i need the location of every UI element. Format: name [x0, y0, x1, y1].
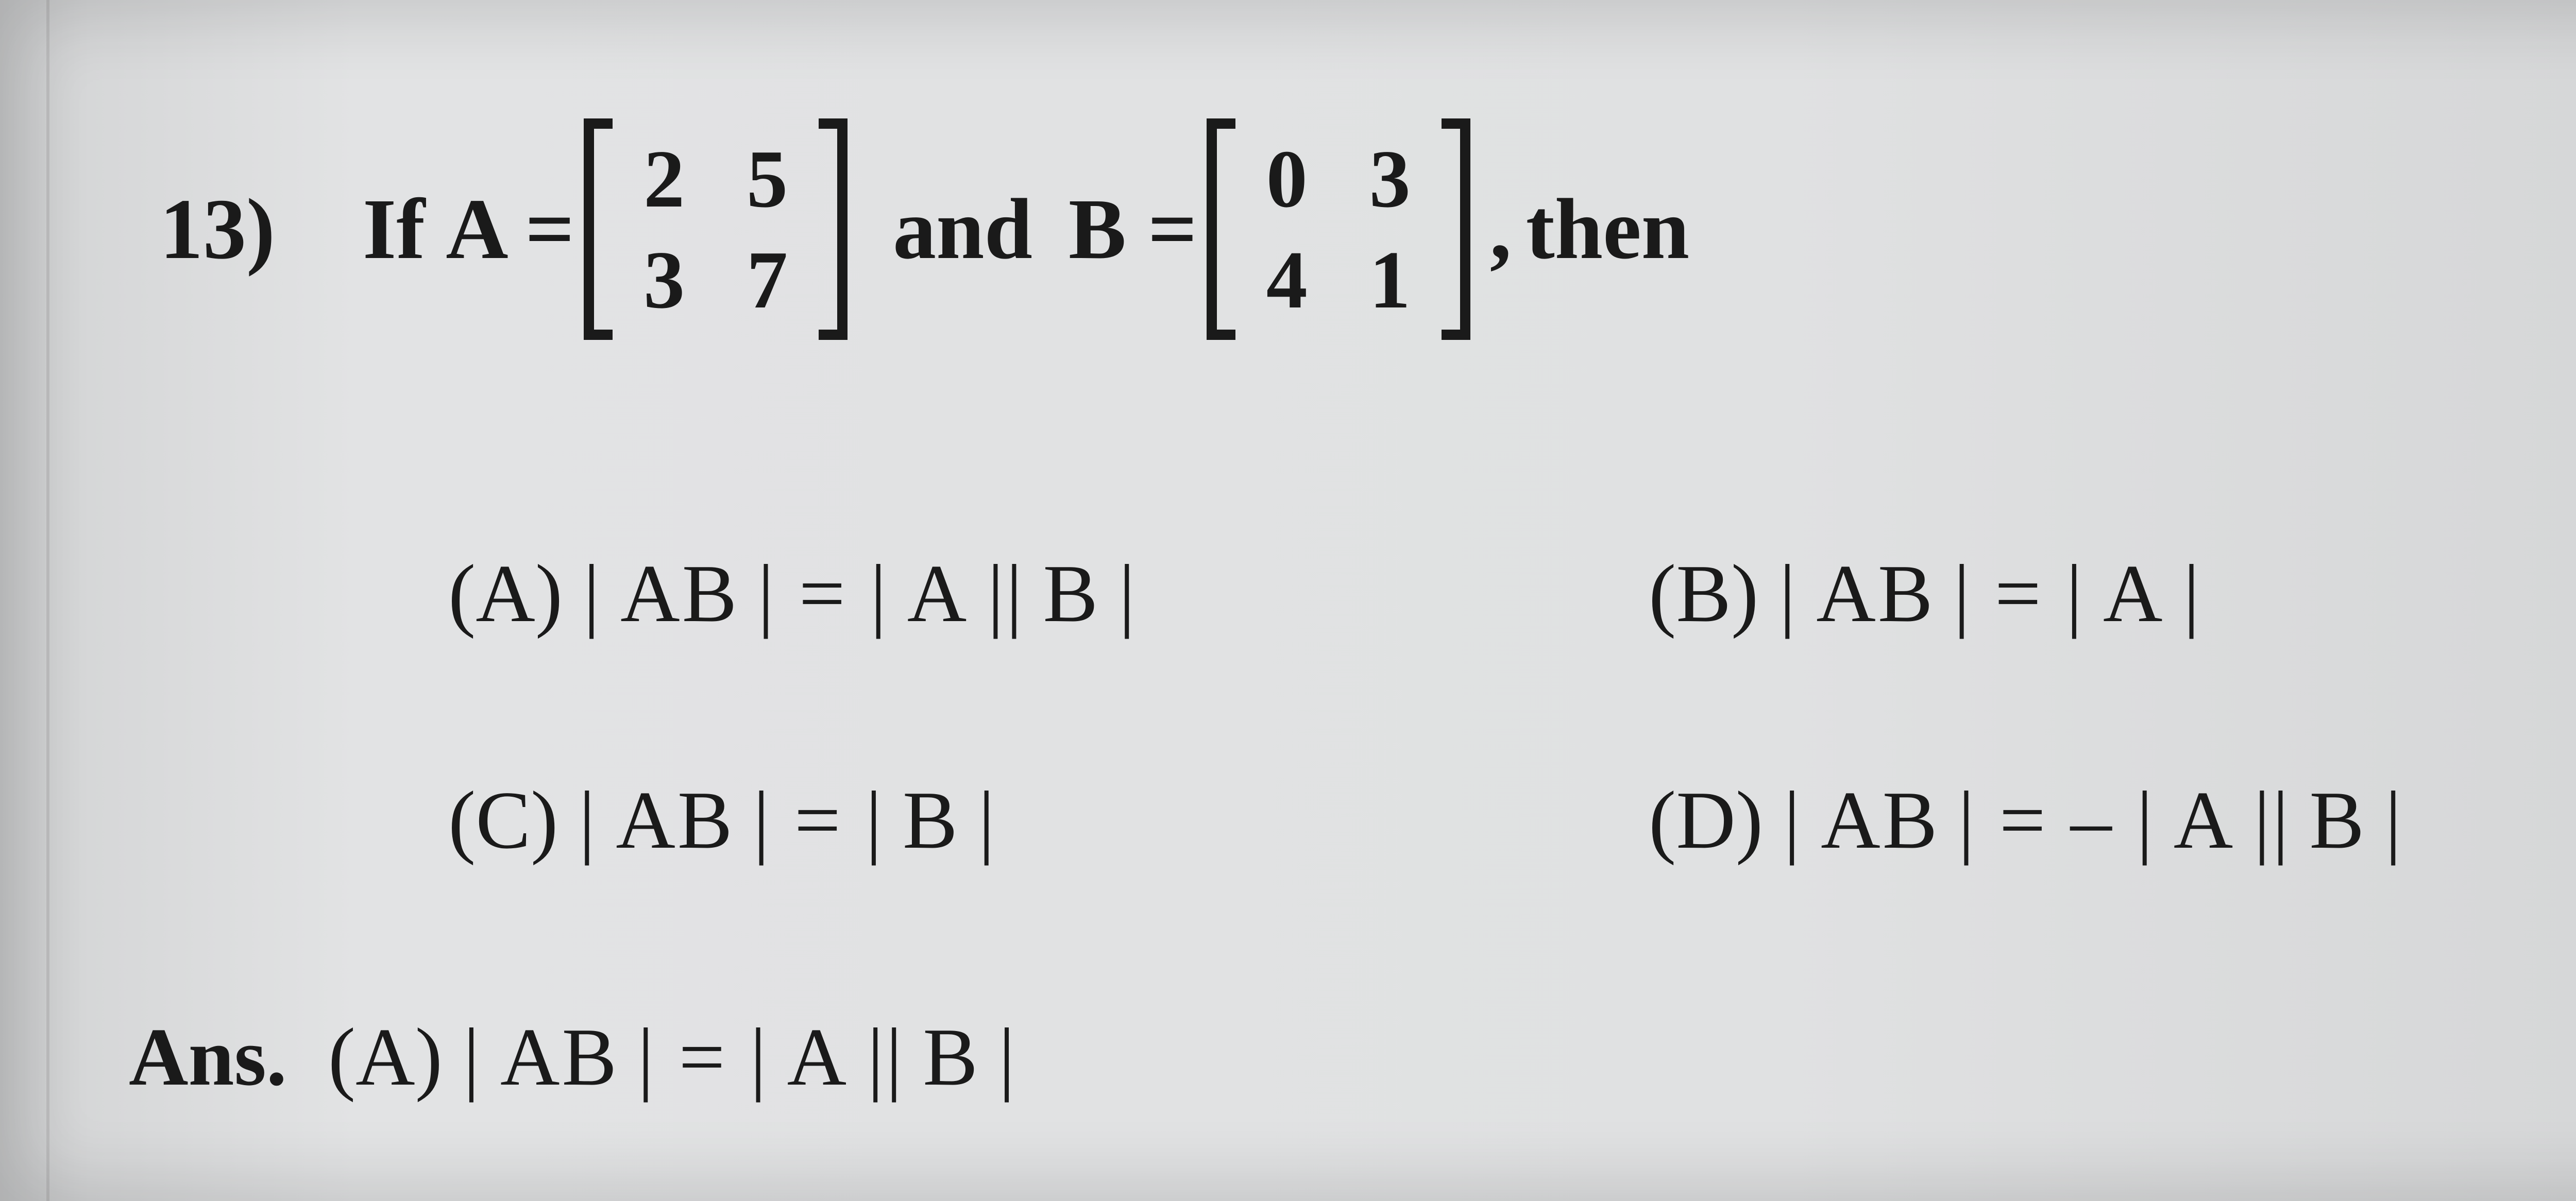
bracket-right-icon [1442, 118, 1470, 340]
matrix-b-grid: 0 3 4 1 [1235, 118, 1442, 340]
bracket-left-icon [1207, 118, 1235, 340]
bracket-left-icon [584, 118, 613, 340]
question-row: 13) If A = 2 5 3 7 and B = 0 3 4 1 [160, 118, 1689, 340]
matrix-cell: 7 [747, 238, 788, 321]
page: { "colors": { "text": "#1a1a1a", "bg_gra… [0, 0, 2576, 1201]
option-expression: | AB | = – | A || B | [1784, 773, 2403, 868]
question-number: 13) [160, 180, 275, 279]
matrix-cell: 0 [1266, 138, 1308, 220]
answer-expression: | AB | = | A || B | [463, 1009, 1017, 1105]
option-b: (B) | AB | = | A | [1649, 546, 2202, 641]
option-label: (B) [1649, 546, 1758, 641]
answer-choice: (A) [328, 1009, 443, 1105]
option-label: (D) [1649, 773, 1763, 868]
matrix-cell: 2 [643, 138, 685, 220]
question-and: and [893, 180, 1032, 279]
matrix-cell: 3 [643, 238, 685, 321]
matrix-cell: 3 [1369, 138, 1411, 220]
bracket-right-icon [819, 118, 848, 340]
option-c: (C) | AB | = | B | [448, 773, 997, 868]
question-trail: then [1526, 180, 1689, 279]
matrix-b-label: B = [1069, 180, 1197, 279]
matrix-a-label: A = [446, 180, 574, 279]
option-label: (C) [448, 773, 558, 868]
option-a: (A) | AB | = | A || B | [448, 546, 1137, 641]
matrix-b: 0 3 4 1 [1207, 118, 1470, 340]
answer-label: Ans. [129, 1009, 287, 1105]
option-label: (A) [448, 546, 563, 641]
option-expression: | AB | = | A | [1779, 546, 2201, 641]
answer-row: Ans. (A) | AB | = | A || B | [129, 1009, 1017, 1105]
matrix-cell: 1 [1369, 238, 1411, 321]
matrix-cell: 4 [1266, 238, 1308, 321]
option-expression: | AB | = | B | [579, 773, 996, 868]
option-expression: | AB | = | A || B | [583, 546, 1137, 641]
option-d: (D) | AB | = – | A || B | [1649, 773, 2403, 868]
matrix-a-grid: 2 5 3 7 [613, 118, 819, 340]
question-lead: If [363, 180, 425, 279]
matrix-cell: 5 [747, 138, 788, 220]
matrix-a: 2 5 3 7 [584, 118, 848, 340]
question-comma: , [1490, 180, 1512, 279]
